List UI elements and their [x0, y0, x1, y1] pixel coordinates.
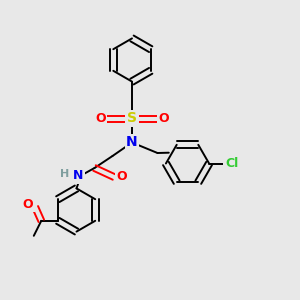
- Text: O: O: [22, 198, 33, 211]
- Text: O: O: [95, 112, 106, 125]
- Text: N: N: [73, 169, 83, 182]
- Text: Cl: Cl: [225, 157, 238, 170]
- Text: S: S: [127, 112, 137, 125]
- Text: H: H: [60, 169, 69, 179]
- Text: O: O: [158, 112, 169, 125]
- Text: N: N: [126, 136, 138, 149]
- Text: O: O: [116, 170, 127, 184]
